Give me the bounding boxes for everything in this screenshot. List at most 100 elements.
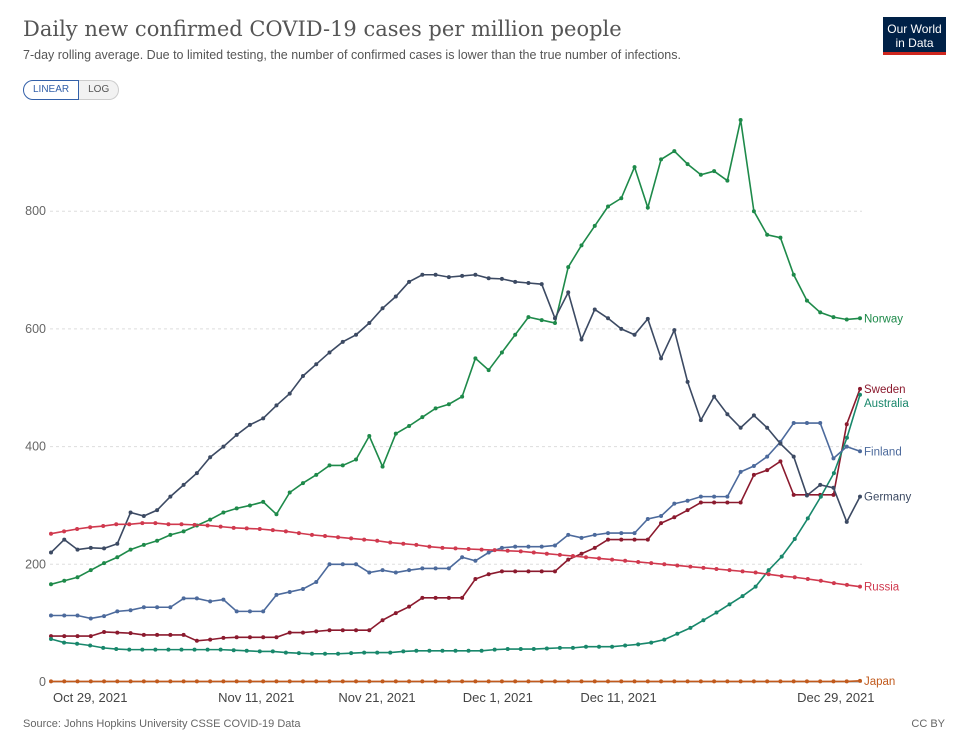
data-point[interactable] — [300, 630, 305, 635]
data-point[interactable] — [75, 575, 80, 580]
data-point[interactable] — [662, 562, 667, 567]
data-point[interactable] — [62, 578, 67, 583]
data-point[interactable] — [740, 569, 745, 574]
data-point[interactable] — [314, 679, 319, 684]
data-point[interactable] — [300, 587, 305, 592]
data-point[interactable] — [49, 531, 53, 536]
data-point[interactable] — [181, 679, 186, 684]
data-point[interactable] — [844, 679, 849, 684]
data-point[interactable] — [526, 544, 531, 549]
data-point[interactable] — [231, 648, 236, 653]
data-point[interactable] — [486, 679, 491, 684]
data-point[interactable] — [388, 540, 393, 545]
data-point[interactable] — [380, 679, 385, 684]
data-point[interactable] — [738, 117, 743, 122]
data-point[interactable] — [102, 561, 107, 566]
data-point[interactable] — [698, 172, 703, 177]
data-point[interactable] — [446, 566, 451, 571]
data-point[interactable] — [380, 306, 385, 311]
data-point[interactable] — [420, 272, 425, 277]
data-point[interactable] — [486, 368, 491, 373]
data-point[interactable] — [309, 651, 314, 656]
series-finland[interactable] — [49, 421, 862, 621]
data-point[interactable] — [685, 498, 690, 503]
data-point[interactable] — [102, 629, 107, 634]
data-point[interactable] — [327, 350, 332, 355]
data-point[interactable] — [513, 544, 518, 549]
data-point[interactable] — [414, 542, 419, 547]
data-point[interactable] — [818, 494, 823, 499]
data-point[interactable] — [194, 596, 199, 601]
data-point[interactable] — [606, 679, 611, 684]
data-point[interactable] — [831, 471, 836, 476]
data-point[interactable] — [858, 386, 862, 391]
data-point[interactable] — [765, 679, 770, 684]
data-point[interactable] — [539, 282, 544, 287]
data-point[interactable] — [296, 651, 301, 656]
data-point[interactable] — [314, 579, 319, 584]
data-point[interactable] — [818, 421, 823, 426]
data-point[interactable] — [354, 679, 359, 684]
series-australia[interactable] — [49, 392, 862, 656]
data-point[interactable] — [270, 649, 275, 654]
data-point[interactable] — [466, 648, 471, 653]
data-point[interactable] — [208, 637, 213, 642]
data-point[interactable] — [460, 394, 465, 399]
data-point[interactable] — [380, 618, 385, 623]
data-point[interactable] — [287, 679, 292, 684]
data-point[interactable] — [778, 679, 783, 684]
data-point[interactable] — [714, 610, 719, 615]
data-point[interactable] — [460, 555, 465, 560]
data-point[interactable] — [168, 632, 173, 637]
data-point[interactable] — [208, 455, 213, 460]
data-point[interactable] — [751, 679, 756, 684]
data-point[interactable] — [414, 648, 419, 653]
data-point[interactable] — [261, 416, 266, 421]
data-point[interactable] — [675, 563, 680, 568]
data-point[interactable] — [672, 679, 677, 684]
data-point[interactable] — [831, 581, 836, 586]
data-point[interactable] — [513, 569, 518, 574]
data-point[interactable] — [314, 629, 319, 634]
data-point[interactable] — [844, 519, 849, 524]
data-point[interactable] — [446, 275, 451, 280]
data-point[interactable] — [479, 648, 484, 653]
data-point[interactable] — [804, 493, 809, 498]
data-point[interactable] — [539, 544, 544, 549]
data-point[interactable] — [579, 535, 584, 540]
data-point[interactable] — [685, 379, 690, 384]
data-point[interactable] — [247, 609, 252, 614]
data-point[interactable] — [420, 595, 425, 600]
data-point[interactable] — [818, 578, 823, 583]
data-point[interactable] — [155, 632, 160, 637]
data-point[interactable] — [140, 647, 145, 652]
data-point[interactable] — [518, 647, 523, 652]
series-norway[interactable] — [49, 117, 862, 587]
data-point[interactable] — [592, 679, 597, 684]
series-line[interactable] — [51, 388, 861, 642]
data-point[interactable] — [128, 631, 133, 636]
data-point[interactable] — [407, 279, 412, 284]
data-point[interactable] — [115, 541, 120, 546]
data-point[interactable] — [636, 559, 641, 564]
data-point[interactable] — [597, 644, 602, 649]
data-point[interactable] — [88, 568, 93, 573]
data-point[interactable] — [672, 149, 677, 154]
data-point[interactable] — [727, 602, 732, 607]
data-point[interactable] — [88, 643, 93, 648]
data-point[interactable] — [751, 472, 756, 477]
data-point[interactable] — [323, 534, 328, 539]
data-point[interactable] — [751, 464, 756, 469]
data-point[interactable] — [725, 494, 730, 499]
data-point[interactable] — [499, 569, 504, 574]
data-point[interactable] — [831, 315, 836, 320]
data-point[interactable] — [570, 645, 575, 650]
data-point[interactable] — [102, 614, 107, 619]
data-point[interactable] — [153, 647, 158, 652]
data-point[interactable] — [659, 514, 664, 519]
data-point[interactable] — [62, 613, 67, 618]
data-point[interactable] — [473, 272, 478, 277]
data-point[interactable] — [688, 625, 693, 630]
data-point[interactable] — [818, 310, 823, 315]
data-point[interactable] — [88, 545, 93, 550]
